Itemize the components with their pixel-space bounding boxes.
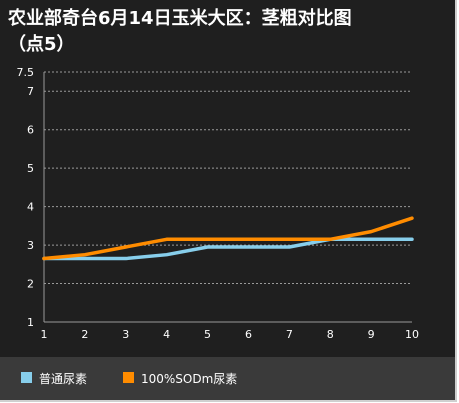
x-tick-label-4: 5: [204, 328, 211, 341]
legend: 普通尿素 100%SODm尿素: [0, 357, 455, 400]
series-line-1: [42, 237, 414, 261]
x-tick-label-9: 10: [405, 328, 419, 341]
x-tick-label-6: 7: [286, 328, 293, 341]
chart-title: 农业部奇台6月14日玉米大区：茎粗对比图 （点5）: [8, 8, 352, 55]
series-lines: [42, 216, 414, 261]
legend-label-series-2: 100%SODm尿素: [141, 372, 238, 386]
x-tick-labels: 1 2 3 4 5 6 7 8 9 10: [41, 328, 420, 341]
x-tick-label-7: 8: [327, 328, 334, 341]
legend-swatch-series-2: [123, 372, 134, 383]
y-tick-labels: 1 2 3 4 5 6 7 7.5: [17, 66, 35, 329]
x-tick-label-2: 3: [122, 328, 129, 341]
series-line-2: [42, 216, 414, 261]
x-tick-label-3: 4: [163, 328, 170, 341]
y-tick-label-0: 1: [27, 316, 34, 329]
y-tick-label-1: 2: [27, 278, 34, 291]
x-tick-label-0: 1: [41, 328, 48, 341]
y-tick-label-5: 6: [27, 124, 34, 137]
x-tick-label-8: 9: [368, 328, 375, 341]
grid-lines: [44, 71, 412, 285]
y-tick-label-6: 7: [27, 85, 34, 98]
x-tick-label-5: 6: [245, 328, 252, 341]
line-chart: 1 2 3 4 5 6 7 7.5 1 2 3 4 5 6 7 8 9 10: [17, 66, 420, 341]
y-tick-label-2: 3: [27, 239, 34, 252]
y-tick-label-7: 7.5: [17, 66, 35, 79]
legend-label-series-1: 普通尿素: [39, 372, 88, 386]
x-tick-label-1: 2: [81, 328, 88, 341]
legend-swatch-series-1: [21, 372, 32, 383]
y-tick-label-3: 4: [27, 201, 34, 214]
y-tick-label-4: 5: [27, 162, 34, 175]
